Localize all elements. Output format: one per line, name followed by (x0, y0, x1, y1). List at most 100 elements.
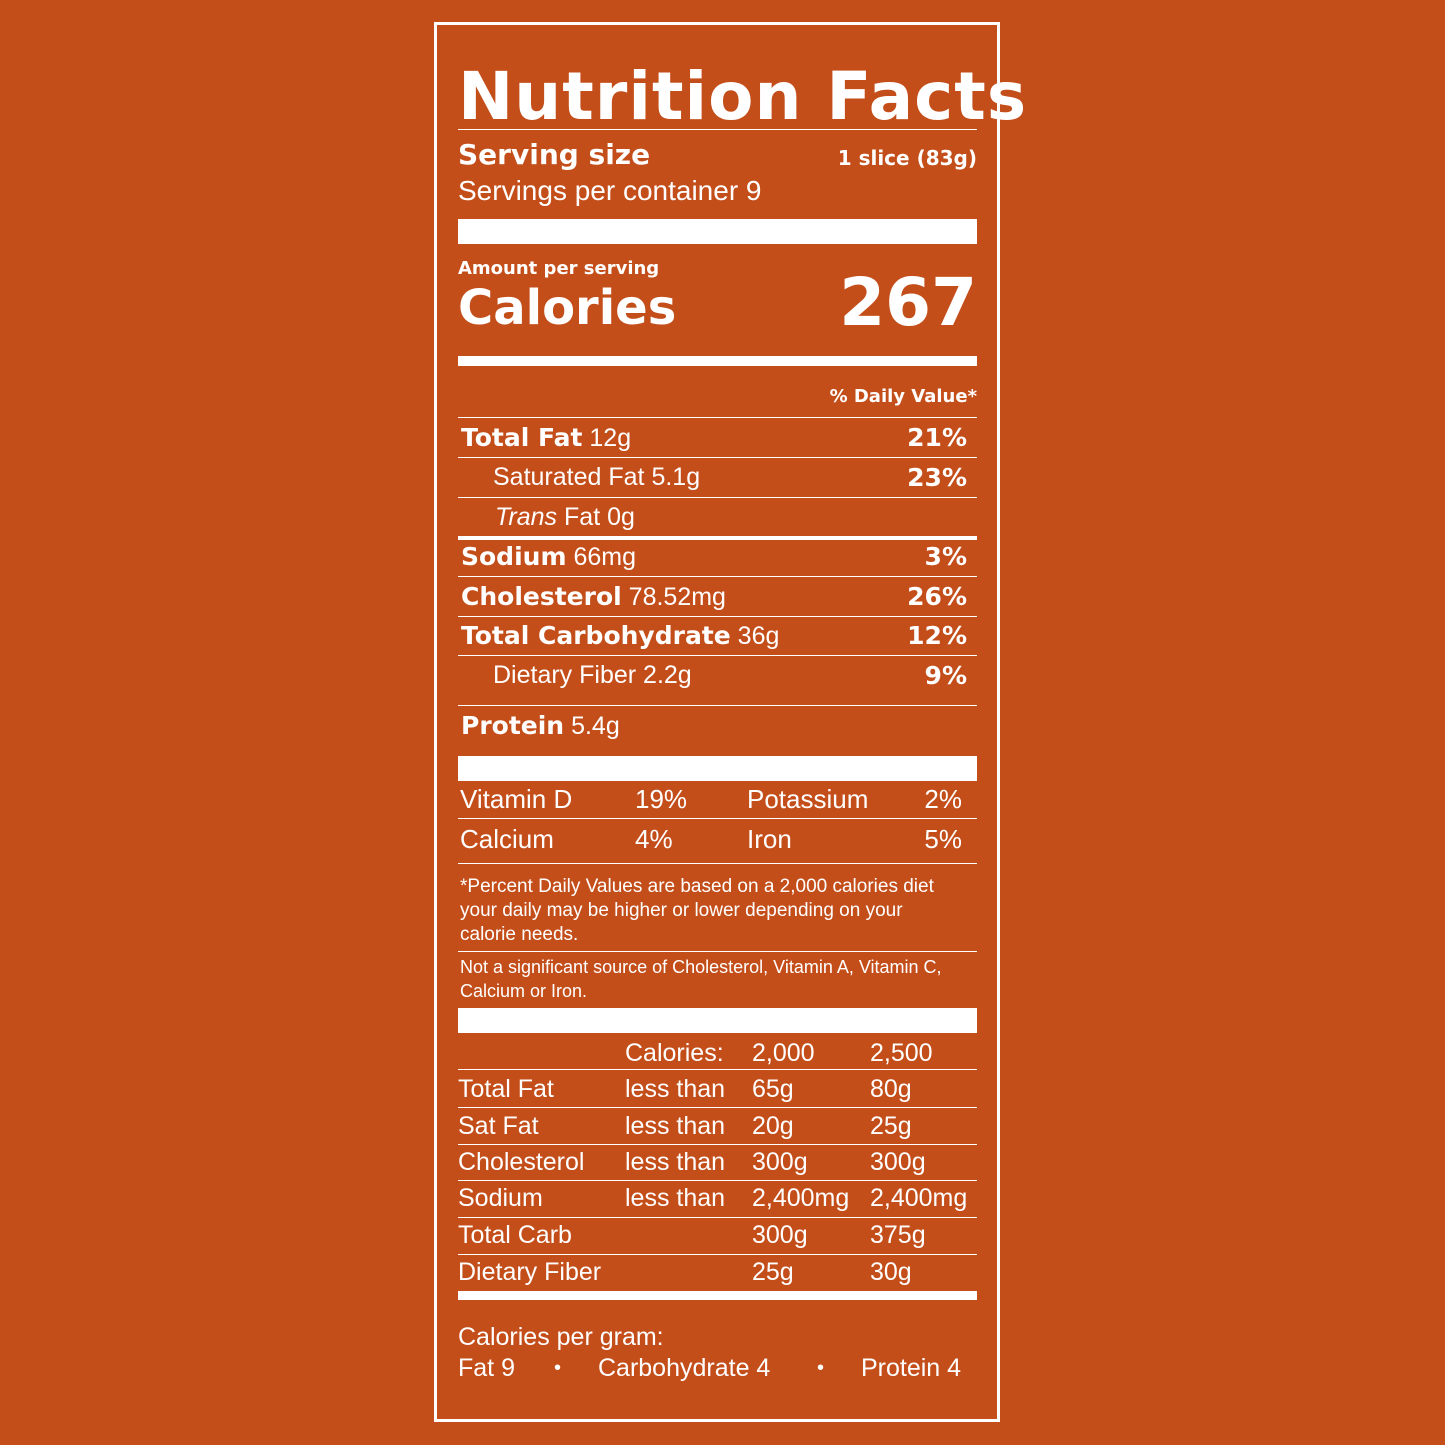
medium-divider (458, 356, 977, 366)
nutrient-row-sodium: Sodium 66mg (461, 542, 636, 572)
vitamin-value: 19% (635, 784, 688, 814)
thick-divider (458, 219, 977, 244)
reference-row-name: Dietary Fiber (458, 1258, 602, 1286)
reference-row-name: Cholesterol (458, 1148, 585, 1176)
divider (458, 705, 977, 706)
nutrient-row-saturated-fat: Saturated Fat 5.1g (493, 463, 700, 492)
divider (458, 616, 977, 617)
reference-header-col2: 2,500 (870, 1039, 933, 1067)
source-note-line: Not a significant source of Cholesterol,… (460, 957, 942, 977)
reference-row-col1: 25g (752, 1258, 794, 1286)
bullet-separator: • (554, 1357, 562, 1379)
reference-row-name: Total Carb (458, 1221, 572, 1249)
reference-header-label: Calories: (625, 1039, 724, 1067)
label-title: Nutrition Facts (458, 58, 1028, 135)
divider (458, 863, 977, 864)
divider (458, 129, 977, 130)
vitamin-value: 5% (924, 824, 962, 854)
nutrient-name: Total Carbohydrate (461, 621, 731, 650)
calories-label: Calories (458, 280, 677, 336)
reference-row-col2: 30g (870, 1258, 912, 1286)
reference-header-col1: 2,000 (752, 1039, 815, 1067)
nutrient-name: Dietary Fiber (493, 661, 637, 689)
nutrient-dv: 12% (907, 621, 967, 650)
reference-row-qualifier: less than (625, 1112, 726, 1140)
nutrient-row-trans-fat: Trans Fat 0g (495, 503, 635, 532)
nutrient-amount: 2.2g (643, 661, 692, 689)
divider (458, 497, 977, 498)
reference-row-qualifier: less than (625, 1075, 726, 1103)
nutrient-name: Trans (495, 503, 558, 531)
nutrient-name: Saturated Fat (493, 463, 645, 491)
reference-row-col2: 375g (870, 1221, 926, 1249)
calories-per-gram-protein: Protein 4 (861, 1354, 962, 1382)
divider (458, 951, 977, 952)
footnote-line: *Percent Daily Values are based on a 2,0… (460, 876, 934, 897)
reference-row-col1: 65g (752, 1075, 794, 1103)
nutrient-amount: 0g (607, 503, 635, 531)
nutrient-dv: 26% (907, 582, 967, 611)
thick-divider (458, 756, 977, 781)
divider (458, 1069, 977, 1070)
nutrient-amount: 5.1g (651, 463, 701, 491)
vitamin-value: 2% (924, 784, 962, 814)
reference-row-col2: 300g (870, 1148, 926, 1176)
reference-row-col1: 20g (752, 1112, 794, 1140)
nutrient-name-rest: Fat (564, 503, 601, 531)
reference-row-col2: 25g (870, 1112, 912, 1140)
nutrient-amount: 5.4g (571, 712, 620, 740)
vitamin-name: Iron (747, 824, 792, 854)
divider (458, 457, 977, 458)
divider (458, 1180, 977, 1181)
bullet-separator: • (817, 1357, 825, 1379)
servings-per-container: Servings per container 9 (458, 175, 762, 206)
nutrition-label-frame (434, 22, 1000, 1422)
nutrient-row-cholesterol: Cholesterol 78.52mg (461, 582, 726, 612)
reference-row-name: Sat Fat (458, 1112, 539, 1140)
amount-per-serving-label: Amount per serving (458, 258, 660, 279)
nutrient-amount: 12g (589, 424, 632, 452)
nutrient-dv: 9% (924, 661, 967, 690)
reference-row-name: Total Fat (458, 1075, 554, 1103)
vitamin-name: Vitamin D (460, 784, 573, 814)
calories-per-gram-label: Calories per gram: (458, 1323, 664, 1351)
nutrient-amount: 36g (737, 622, 780, 650)
daily-value-header: % Daily Value* (829, 386, 977, 407)
nutrient-row-dietary-fiber: Dietary Fiber 2.2g (493, 661, 692, 690)
reference-row-qualifier: less than (625, 1148, 726, 1176)
thick-divider (458, 1008, 977, 1033)
reference-row-col1: 2,400mg (752, 1184, 850, 1212)
reference-row-name: Sodium (458, 1184, 543, 1212)
nutrient-row-total-fat: Total Fat 12g (461, 423, 631, 453)
reference-row-col2: 2,400mg (870, 1184, 968, 1212)
footnote-line: calorie needs. (460, 924, 579, 945)
serving-size-label: Serving size (458, 138, 651, 171)
source-note-line: Calcium or Iron. (460, 981, 588, 1001)
nutrient-amount: 78.52mg (628, 583, 726, 611)
nutrient-row-protein: Protein 5.4g (461, 711, 620, 741)
nutrient-amount: 66mg (573, 543, 636, 571)
divider (458, 536, 977, 540)
calories-value: 267 (839, 264, 977, 341)
nutrient-dv: 21% (907, 423, 967, 452)
nutrient-name: Protein (461, 711, 565, 740)
nutrient-row-total-carbohydrate: Total Carbohydrate 36g (461, 621, 779, 651)
divider (458, 1144, 977, 1145)
calories-per-gram-fat: Fat 9 (458, 1354, 515, 1382)
vitamin-name: Potassium (747, 784, 869, 814)
reference-row-col2: 80g (870, 1075, 912, 1103)
divider (458, 1254, 977, 1255)
divider (458, 1217, 977, 1218)
reference-row-col1: 300g (752, 1148, 808, 1176)
reference-row-col1: 300g (752, 1221, 808, 1249)
serving-size-value: 1 slice (83g) (837, 146, 977, 170)
reference-row-qualifier: less than (625, 1184, 726, 1212)
divider (458, 818, 977, 819)
nutrient-name: Cholesterol (461, 582, 622, 611)
nutrient-name: Total Fat (461, 423, 583, 452)
vitamin-name: Calcium (460, 824, 554, 854)
nutrient-dv: 23% (907, 463, 967, 492)
nutrient-name: Sodium (461, 542, 567, 571)
footnote-line: your daily may be higher or lower depend… (460, 900, 903, 921)
divider (458, 1107, 977, 1108)
